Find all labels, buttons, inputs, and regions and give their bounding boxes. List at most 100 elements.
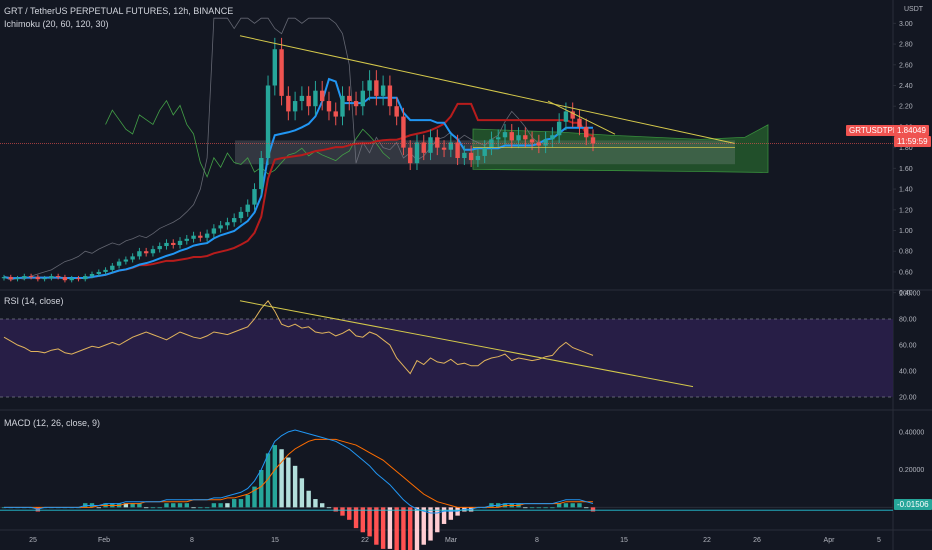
candle-body (116, 261, 122, 266)
candle-body (164, 242, 169, 247)
macd-histogram-bar (96, 507, 101, 509)
macd-histogram-bar (123, 503, 129, 508)
time-tick-label: 15 (271, 537, 279, 544)
candle-body (543, 139, 548, 146)
macd-histogram-bar (279, 449, 284, 508)
candle-body (577, 118, 582, 127)
price-tag: 1.84049 (894, 125, 929, 136)
trendline-short (547, 100, 616, 135)
candle-body (76, 278, 81, 280)
ichimoku-legend[interactable]: Ichimoku (20, 60, 120, 30) (4, 19, 109, 29)
macd-histogram-bar (245, 494, 250, 508)
candle-body (509, 132, 514, 141)
time-tick-label: Feb (98, 537, 110, 544)
candle-body (22, 276, 27, 279)
time-tick-label: Mar (445, 537, 458, 544)
candle-body (408, 147, 413, 164)
candle-body (177, 240, 183, 245)
macd-histogram-bar (252, 486, 257, 508)
macd-histogram-bar (435, 507, 440, 533)
rsi-tick-label: 80.00 (899, 317, 917, 324)
candle-body (279, 49, 284, 96)
candle-body (96, 271, 101, 274)
time-tick-label: 8 (190, 537, 194, 544)
macd-histogram-bar (238, 499, 244, 508)
macd-histogram-bar (353, 507, 359, 529)
candle-body (286, 95, 291, 112)
candle-body (15, 278, 20, 280)
macd-histogram-bar (319, 503, 325, 508)
candle-body (259, 158, 264, 190)
candle-body (462, 152, 467, 158)
candle-body (428, 137, 433, 153)
candle-body (265, 85, 271, 158)
macd-histogram-bar (523, 507, 528, 509)
lagging-span-line (105, 99, 391, 178)
rsi-legend[interactable]: RSI (14, close) (4, 296, 64, 306)
price-tick-label: 0.80 (899, 249, 913, 256)
macd-histogram-bar (218, 503, 223, 508)
candle-body (42, 278, 47, 280)
countdown-tag: 11:59:59 (894, 136, 931, 147)
chart-title: GRT / TetherUS PERPETUAL FUTURES, 12h, B… (4, 6, 234, 16)
time-tick-label: 8 (535, 537, 539, 544)
candle-body (252, 189, 257, 205)
macd-histogram-bar (137, 503, 142, 508)
time-tick-label: 22 (703, 537, 711, 544)
rsi-tick-label: 100.00 (899, 291, 921, 298)
symbol-tag: GRTUSDTPERP (846, 125, 913, 136)
macd-histogram-bar (387, 507, 393, 549)
candle-body (306, 95, 311, 107)
macd-histogram-bar (380, 507, 386, 549)
candle-body (225, 222, 230, 226)
candle-body (313, 90, 318, 107)
candle-body (184, 238, 189, 241)
candle-body (360, 90, 366, 107)
candle-body (130, 256, 135, 260)
price-tick-label: 1.40 (899, 187, 913, 194)
time-tick-label: 25 (29, 537, 37, 544)
trendline-rsi (239, 300, 694, 388)
macd-histogram-bar (340, 507, 345, 516)
candle-body (367, 80, 372, 91)
macd-histogram-bar (1, 507, 7, 509)
macd-histogram-bar (164, 503, 169, 508)
candle-body (563, 111, 569, 122)
price-tick-label: 1.60 (899, 166, 913, 173)
candle-body (110, 265, 115, 270)
macd-histogram-bar (326, 507, 332, 509)
candle-body (8, 277, 13, 280)
conversion-line (3, 77, 593, 280)
macd-line (4, 429, 594, 514)
candle-body (171, 242, 176, 245)
macd-tick-label: 0.20000 (899, 467, 924, 474)
candle-body (550, 135, 555, 140)
candle-body (489, 139, 494, 148)
candle-body (103, 269, 108, 272)
candle-body (340, 95, 345, 117)
candle-body (211, 228, 217, 234)
price-tick-label: 1.20 (899, 207, 913, 214)
candle-body (441, 147, 447, 150)
macd-histogram-bar (272, 445, 278, 508)
macd-histogram-bar (225, 503, 230, 508)
candle-body (1, 277, 7, 279)
price-tick-label: 1.80 (899, 145, 913, 152)
rsi-tick-label: 20.00 (899, 395, 917, 402)
candle-body (347, 95, 352, 102)
candle-body (455, 142, 460, 158)
macd-histogram-bar (347, 507, 352, 520)
macd-legend[interactable]: MACD (12, 26, close, 9) (4, 418, 101, 428)
macd-histogram-bar (529, 507, 535, 509)
macd-histogram-bar (556, 503, 562, 508)
candle-body (245, 204, 250, 212)
price-tick-label: 3.00 (899, 21, 913, 28)
macd-histogram-bar (590, 507, 596, 512)
rsi-band (0, 319, 893, 397)
rsi-tick-label: 60.00 (899, 343, 917, 350)
macd-histogram-bar (421, 507, 426, 545)
candle-body (475, 155, 481, 161)
rsi-tick-label: 40.00 (899, 369, 917, 376)
macd-histogram-bar (441, 507, 447, 524)
